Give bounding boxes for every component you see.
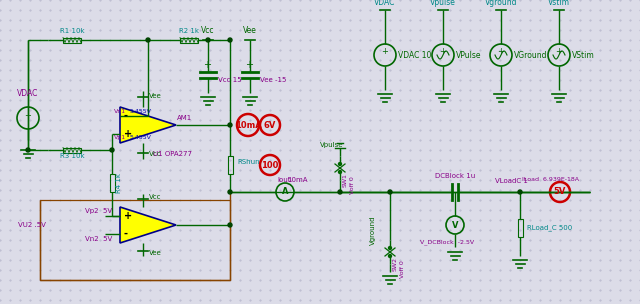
Text: 10mA: 10mA <box>235 120 261 130</box>
Text: VU2 .5V: VU2 .5V <box>18 222 46 228</box>
Text: AM1: AM1 <box>177 115 192 121</box>
Text: RLoad_C 500: RLoad_C 500 <box>527 225 572 231</box>
Text: +: + <box>440 47 447 57</box>
Text: RShun: RShun <box>237 159 260 165</box>
Text: VDAC: VDAC <box>374 0 396 7</box>
Text: -: - <box>124 111 128 121</box>
Text: +: + <box>24 110 31 119</box>
Text: 5.455V: 5.455V <box>130 135 152 140</box>
Text: A: A <box>282 188 288 196</box>
Circle shape <box>339 163 342 165</box>
Polygon shape <box>120 107 176 143</box>
Text: 10mA: 10mA <box>287 177 307 183</box>
Text: V: V <box>452 220 458 230</box>
Text: VStim: VStim <box>572 50 595 60</box>
Text: Vp1: Vp1 <box>114 135 126 140</box>
Text: R4 1k: R4 1k <box>116 173 122 193</box>
Text: 5V: 5V <box>554 188 566 196</box>
Circle shape <box>338 190 342 194</box>
Bar <box>227 156 232 174</box>
Text: +: + <box>124 211 132 221</box>
Text: 6V: 6V <box>264 120 276 130</box>
Text: SW1: SW1 <box>343 173 348 187</box>
Text: Vn2  5V: Vn2 5V <box>85 236 112 242</box>
Circle shape <box>518 190 522 194</box>
Text: Vee: Vee <box>243 26 257 35</box>
Text: Vground: Vground <box>484 0 517 7</box>
Text: Vcc 15: Vcc 15 <box>218 77 242 83</box>
Text: -: - <box>124 229 128 239</box>
Text: SW2: SW2 <box>393 257 398 271</box>
Circle shape <box>228 38 232 42</box>
Text: Vground: Vground <box>370 215 376 245</box>
Circle shape <box>228 190 232 194</box>
Text: VGround: VGround <box>514 50 547 60</box>
Circle shape <box>228 123 232 127</box>
Text: Vn1: Vn1 <box>114 109 126 114</box>
Text: DCBlock 1u: DCBlock 1u <box>435 173 475 179</box>
Circle shape <box>388 190 392 194</box>
Text: R2 1k: R2 1k <box>179 28 199 34</box>
Circle shape <box>388 247 392 250</box>
Text: +: + <box>124 129 132 139</box>
Text: Vstim: Vstim <box>548 0 570 7</box>
Bar <box>63 147 81 153</box>
Text: U1 OPA277: U1 OPA277 <box>153 151 192 157</box>
Text: ILoad  6.939E-18A: ILoad 6.939E-18A <box>522 177 579 182</box>
Text: 5.455V: 5.455V <box>130 109 152 114</box>
Circle shape <box>388 254 392 257</box>
Text: VDAC 10: VDAC 10 <box>398 50 431 60</box>
Circle shape <box>110 148 114 152</box>
Text: Vpulse: Vpulse <box>320 142 344 148</box>
Text: VDAC: VDAC <box>17 89 38 98</box>
Circle shape <box>146 38 150 42</box>
Text: +: + <box>381 47 388 57</box>
Bar <box>40 200 230 280</box>
Text: +: + <box>556 47 563 57</box>
Text: Vp2  5V: Vp2 5V <box>85 208 112 214</box>
Text: Vcc: Vcc <box>201 26 215 35</box>
Text: VLoadC 1: VLoadC 1 <box>495 178 528 184</box>
Text: +: + <box>203 60 211 70</box>
Text: 100: 100 <box>261 161 278 170</box>
Text: Vcc: Vcc <box>149 194 161 200</box>
Text: Vcc: Vcc <box>149 151 161 157</box>
Text: V_DCBlock  -2.5V: V_DCBlock -2.5V <box>420 239 474 245</box>
Text: Voff 0: Voff 0 <box>400 260 405 278</box>
Circle shape <box>26 148 30 152</box>
Text: Vpulse: Vpulse <box>430 0 456 7</box>
Bar <box>180 37 198 43</box>
Text: R3 10k: R3 10k <box>60 153 84 159</box>
Text: Vee: Vee <box>149 250 162 256</box>
Text: VPulse: VPulse <box>456 50 481 60</box>
Bar <box>63 37 81 43</box>
Text: R1 10k: R1 10k <box>60 28 84 34</box>
Polygon shape <box>120 207 176 243</box>
Circle shape <box>228 223 232 227</box>
Bar <box>518 219 522 237</box>
Text: Voff 0: Voff 0 <box>350 176 355 194</box>
Text: Iout: Iout <box>277 177 291 183</box>
Text: Vee: Vee <box>149 93 162 99</box>
Circle shape <box>339 171 342 174</box>
Text: +: + <box>497 47 504 57</box>
Circle shape <box>206 38 210 42</box>
Text: Vee -15: Vee -15 <box>260 77 286 83</box>
Text: +: + <box>245 60 253 70</box>
Bar <box>109 174 115 192</box>
